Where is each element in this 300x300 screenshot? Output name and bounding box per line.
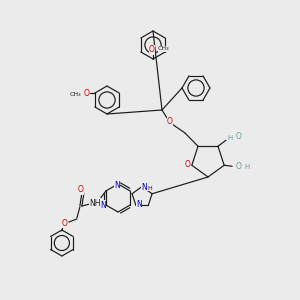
Text: O: O	[235, 162, 241, 171]
Text: N: N	[100, 200, 106, 209]
Text: O: O	[84, 88, 90, 98]
Text: O: O	[167, 116, 173, 125]
Text: H: H	[148, 186, 152, 191]
Text: CH₃: CH₃	[69, 92, 81, 97]
Text: O: O	[78, 185, 84, 194]
Text: NH: NH	[89, 199, 100, 208]
Text: H: H	[244, 164, 249, 170]
Text: O: O	[185, 160, 191, 169]
Text: H: H	[227, 135, 232, 141]
Text: O: O	[236, 132, 242, 141]
Text: N: N	[141, 183, 147, 192]
Text: O: O	[62, 218, 68, 227]
Text: N: N	[114, 182, 120, 190]
Text: N: N	[136, 200, 142, 209]
Text: CH₃: CH₃	[158, 46, 169, 52]
Text: O: O	[149, 46, 155, 55]
